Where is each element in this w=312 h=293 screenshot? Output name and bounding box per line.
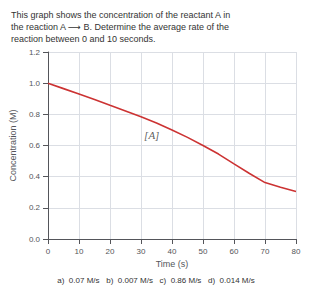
svg-text:20: 20 (106, 247, 115, 256)
svg-text:80: 80 (292, 247, 301, 256)
svg-text:40: 40 (168, 247, 177, 256)
svg-text:Concentration (M): Concentration (M) (8, 109, 18, 181)
svg-text:0.6: 0.6 (29, 141, 41, 150)
svg-text:50: 50 (199, 247, 208, 256)
svg-text:70: 70 (261, 247, 270, 256)
svg-text:10: 10 (75, 247, 84, 256)
svg-text:0.2: 0.2 (29, 203, 41, 212)
svg-text:This graph shows the concentra: This graph shows the concentration of th… (11, 10, 230, 20)
svg-text:0: 0 (46, 247, 51, 256)
svg-text:1.2: 1.2 (29, 48, 41, 57)
svg-text:0.0: 0.0 (29, 235, 41, 244)
svg-text:30: 30 (137, 247, 146, 256)
svg-text:0.8: 0.8 (29, 110, 41, 119)
svg-text:60: 60 (230, 247, 239, 256)
svg-text:Time (s): Time (s) (156, 259, 189, 269)
svg-text:the reaction A ⟶ B. Determine: the reaction A ⟶ B. Determine the averag… (11, 22, 229, 32)
svg-text:[A]: [A] (144, 129, 159, 141)
svg-text:0.4: 0.4 (29, 172, 41, 181)
svg-text:reaction between 0 and 10 seco: reaction between 0 and 10 seconds. (11, 34, 156, 44)
svg-text:a) 0.07 M/s b) 0.007 M/s: a) 0.07 M/s b) 0.007 M/s c) 0.86 M/s d) … (57, 276, 254, 285)
svg-text:1.0: 1.0 (29, 79, 41, 88)
